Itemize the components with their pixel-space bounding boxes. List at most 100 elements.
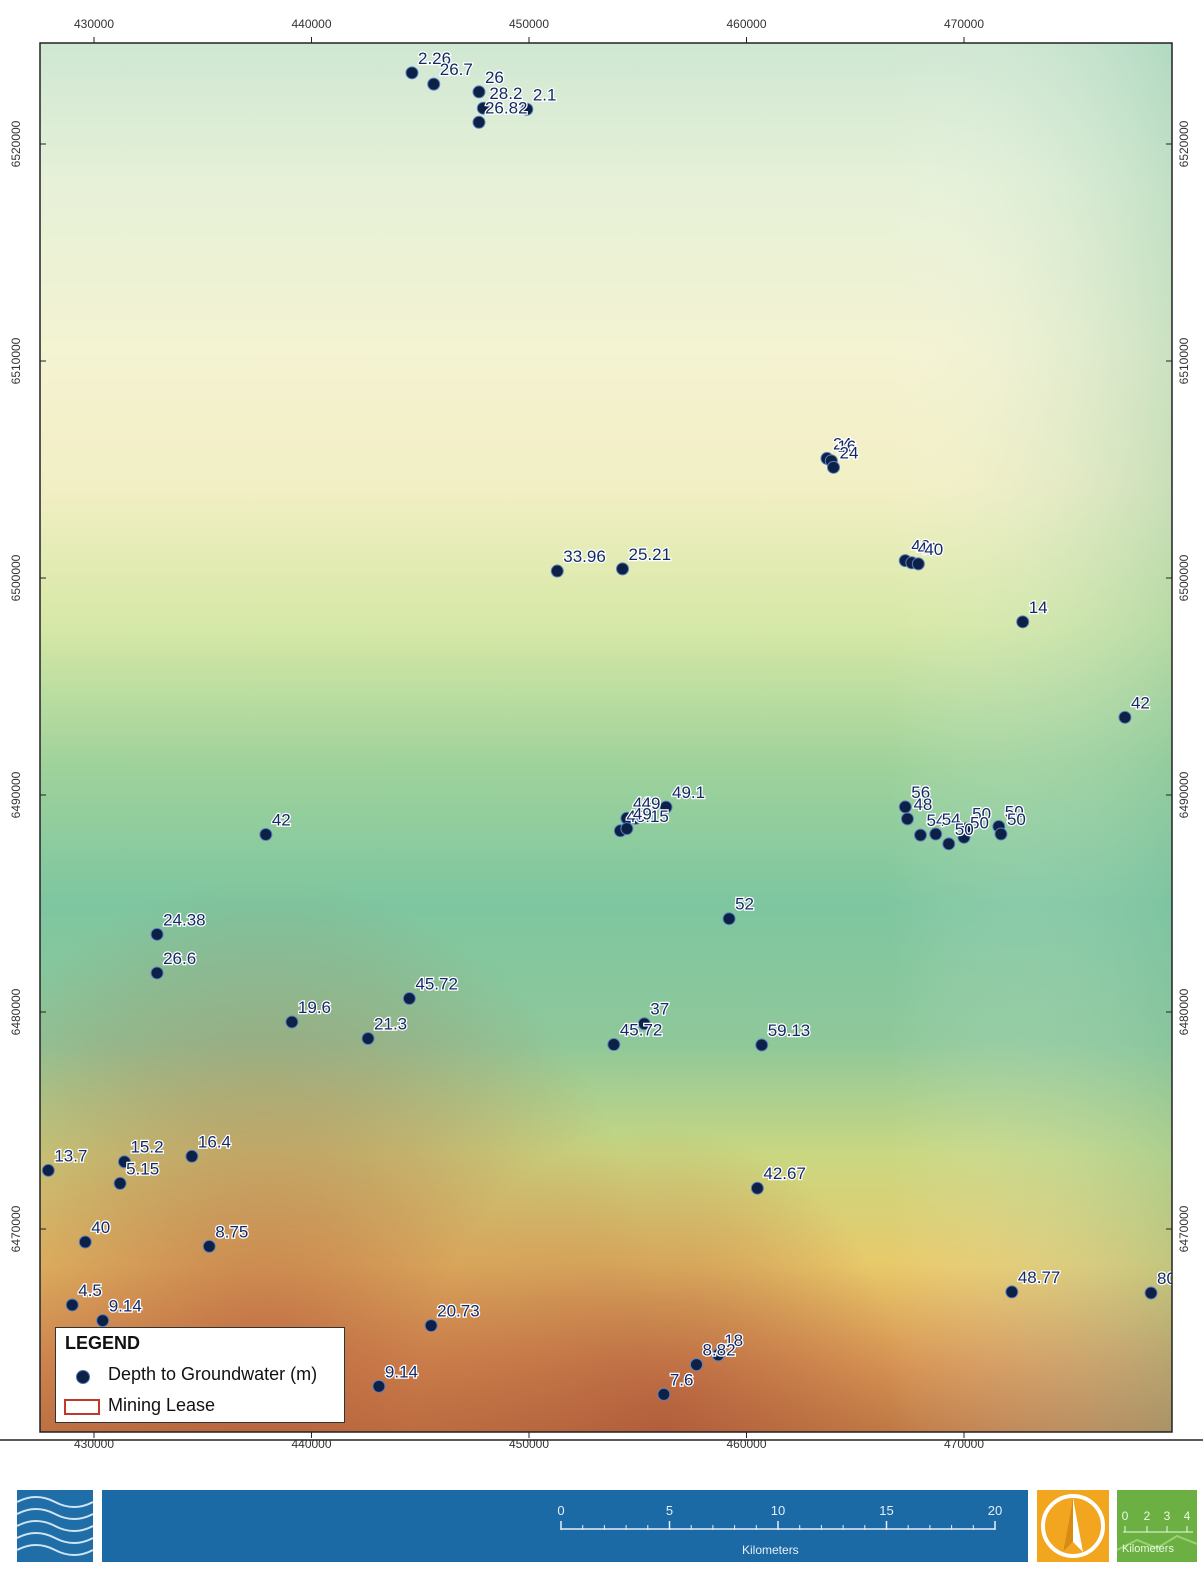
y-tick-label-right: 6490000 xyxy=(1177,771,1191,818)
well-depth-label: 9.14 xyxy=(385,1362,418,1381)
lease-box-icon xyxy=(64,1399,100,1415)
y-tick-label-right: 6520000 xyxy=(1177,120,1191,167)
scale-tick-label: 10 xyxy=(771,1503,785,1518)
title-band xyxy=(102,1490,1028,1562)
x-tick-label-top: 470000 xyxy=(944,17,984,31)
scale-tick-label: 5 xyxy=(666,1503,673,1518)
y-tick-label-left: 6480000 xyxy=(9,988,23,1035)
well-point xyxy=(78,1235,92,1249)
well-point xyxy=(994,827,1008,841)
inset-tick-label: 2 xyxy=(1144,1509,1151,1523)
y-tick-label-left: 6500000 xyxy=(9,554,23,601)
well-point xyxy=(1016,615,1030,629)
x-tick-label-top: 440000 xyxy=(291,17,331,31)
well-depth-label: 25.21 xyxy=(629,545,672,564)
well-point xyxy=(476,101,490,115)
well-depth-label: 42.67 xyxy=(763,1164,806,1183)
inset-tick-label: 0 xyxy=(1122,1509,1129,1523)
well-depth-label: 8.75 xyxy=(215,1222,248,1241)
north-arrow-icon xyxy=(1037,1490,1109,1562)
well-depth-label: 50 xyxy=(972,805,991,824)
well-point xyxy=(755,1038,769,1052)
well-point xyxy=(750,1181,764,1195)
well-depth-label: 49 xyxy=(633,805,652,824)
well-depth-label: 45.72 xyxy=(415,975,458,994)
well-depth-label: 49 xyxy=(642,794,661,813)
well-point xyxy=(472,85,486,99)
well-depth-label: 28.2 xyxy=(489,84,522,103)
y-tick-label-left: 6510000 xyxy=(9,337,23,384)
y-tick-label-right: 6500000 xyxy=(1177,554,1191,601)
well-depth-label: 59.13 xyxy=(768,1021,811,1040)
well-point xyxy=(1005,1285,1019,1299)
x-tick-label-top: 430000 xyxy=(74,17,114,31)
well-depth-label: 48.15 xyxy=(626,807,669,826)
wave-logo-icon xyxy=(17,1490,93,1562)
well-point xyxy=(550,564,564,578)
well-point xyxy=(607,1038,621,1052)
well-point xyxy=(259,827,273,841)
x-axis-ticks: 430000 430000 440000 440000 450000 450000 4600… xyxy=(74,17,984,1451)
well-depth-label: 40 xyxy=(924,540,943,559)
well-point xyxy=(900,812,914,826)
inset-scale-unit: Kilometers xyxy=(1122,1543,1174,1555)
well-depth-label: 37 xyxy=(650,1000,669,1019)
well-point xyxy=(1118,710,1132,724)
well-depth-label: 80 xyxy=(1157,1269,1176,1288)
well-depth-label: 40 xyxy=(918,539,937,558)
well-point xyxy=(185,1149,199,1163)
well-point xyxy=(957,830,971,844)
well-depth-label: 15.2 xyxy=(130,1138,163,1157)
well-point xyxy=(942,837,956,851)
legend: LEGEND Depth to Groundwater (m) Mining L… xyxy=(55,1327,345,1423)
scale-tick-label: 15 xyxy=(879,1503,893,1518)
well-depth-label: 49.1 xyxy=(672,783,705,802)
well-point xyxy=(96,1314,110,1328)
y-tick-label-left: 6470000 xyxy=(9,1205,23,1252)
y-tick-label-right: 6480000 xyxy=(1177,988,1191,1035)
x-tick-label-bottom: 460000 xyxy=(726,1437,766,1451)
well-depth-label: 54 xyxy=(942,810,961,829)
well-point xyxy=(427,77,441,91)
well-depth-label: 19.6 xyxy=(298,998,331,1017)
inset-tick-label: 4 xyxy=(1184,1509,1191,1523)
well-depth-label: 52 xyxy=(735,895,754,914)
well-point xyxy=(65,1298,79,1312)
well-depth-label: 56 xyxy=(911,783,930,802)
well-depth-label: 5.15 xyxy=(126,1159,159,1178)
well-depth-label: 18 xyxy=(724,1331,743,1350)
well-depth-label: 24.38 xyxy=(163,910,206,929)
well-point xyxy=(722,912,736,926)
scale-unit: Kilometers xyxy=(742,1543,799,1557)
well-depth-label: 42 xyxy=(272,810,291,829)
well-point xyxy=(914,828,927,842)
y-tick-label-left: 6490000 xyxy=(9,771,23,818)
legend-item-groundwater: Depth to Groundwater (m) xyxy=(108,1364,318,1384)
well-point xyxy=(929,827,943,841)
well-point-icon xyxy=(76,1370,90,1384)
y-tick-label-right: 6470000 xyxy=(1177,1205,1191,1252)
well-point xyxy=(150,927,164,941)
well-depth-label: 16 xyxy=(837,437,856,456)
scale-tick-label: 20 xyxy=(988,1503,1002,1518)
well-depth-label: 26.6 xyxy=(163,949,196,968)
well-depth-label: 20.73 xyxy=(437,1302,480,1321)
well-depth-label: 46 xyxy=(633,794,652,813)
well-depth-label: 26 xyxy=(485,68,504,87)
well-depth-label: 8.82 xyxy=(702,1341,735,1360)
x-tick-label-bottom: 470000 xyxy=(944,1437,984,1451)
well-depth-label: 13.7 xyxy=(54,1146,87,1165)
well-depth-label: 45.72 xyxy=(620,1021,663,1040)
well-depth-label: 2.1 xyxy=(533,85,557,104)
well-depth-label: 33.96 xyxy=(563,547,606,566)
well-point xyxy=(616,562,630,576)
well-depth-label: 26.7 xyxy=(440,60,473,79)
well-depth-label: 50 xyxy=(955,820,974,839)
well-depth-label: 21.3 xyxy=(374,1014,407,1033)
map-border xyxy=(39,42,1173,1433)
well-depth-label: 40 xyxy=(911,537,930,556)
